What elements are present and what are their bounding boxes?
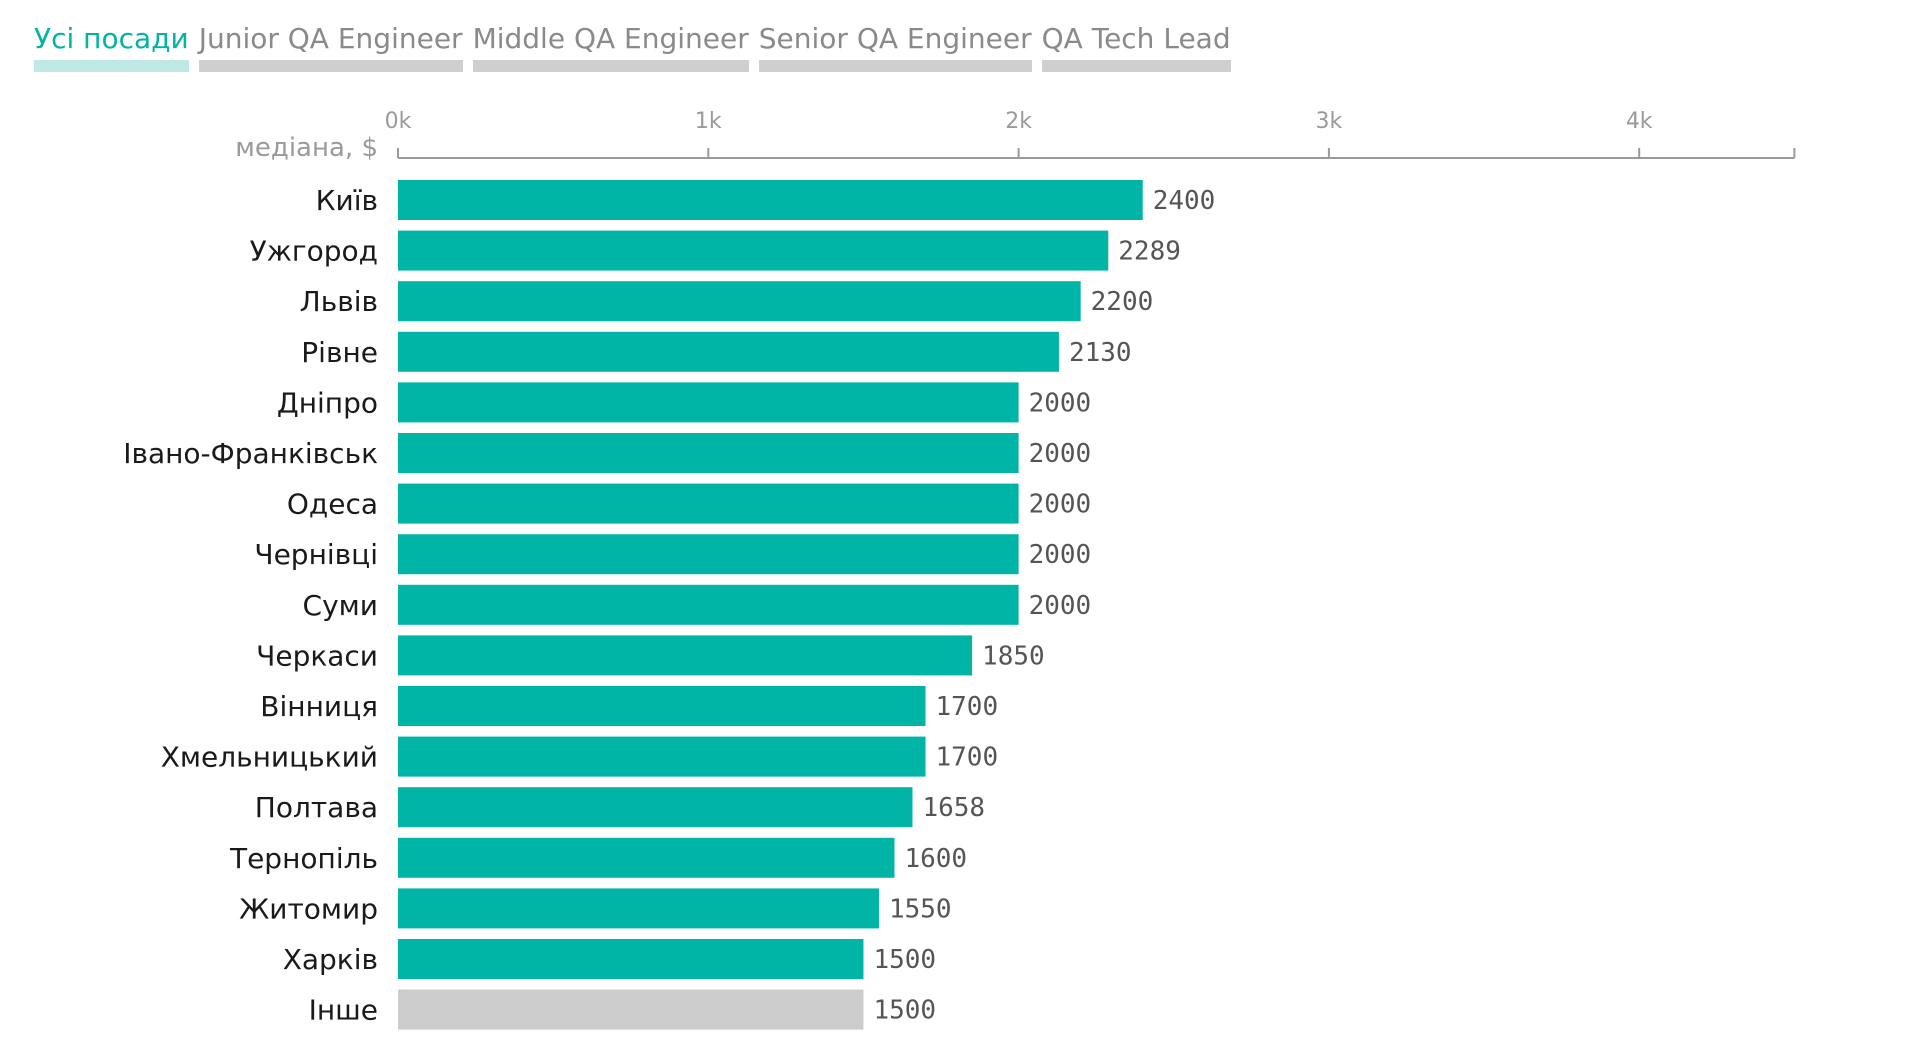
bar [398,635,973,676]
bar [398,939,864,979]
category-label: Чернівці [254,538,378,571]
category-label: Харків [283,943,378,976]
tab-qa-tech-lead[interactable]: QA Tech Lead [1041,18,1231,72]
bar [398,433,1019,473]
value-label: 2130 [1069,338,1132,368]
value-label: 2289 [1118,237,1181,267]
x-tick-label: 1k [695,109,722,134]
category-label: Київ [316,184,378,217]
value-label: 2000 [1029,388,1092,418]
value-label: 1500 [873,945,936,975]
value-label: 1658 [922,793,985,823]
tab-senior-qa[interactable]: Senior QA Engineer [758,18,1032,72]
bar [398,534,1019,575]
bar [398,888,879,929]
x-tick-label: 2k [1005,109,1032,134]
category-label: Полтава [255,791,378,824]
category-label: Тернопіль [229,842,378,875]
category-label: Черкаси [256,639,378,672]
value-label: 1600 [904,844,967,874]
value-label: 2200 [1091,287,1154,317]
x-tick-label: 0k [385,109,412,134]
bar [398,483,1019,524]
value-label: 2400 [1153,186,1216,216]
tab-junior-qa[interactable]: Junior QA Engineer [198,18,463,72]
category-label: Івано-Франківськ [123,437,378,470]
x-axis-title: медіана, $ [235,133,378,163]
bar [398,180,1143,220]
value-label: 2000 [1029,591,1092,621]
bar [398,584,1019,625]
category-label: Рівне [301,336,378,369]
value-label: 1700 [936,743,999,773]
category-label: Житомир [239,892,378,925]
category-label: Львів [300,285,378,318]
x-tick-label: 3k [1316,109,1343,134]
category-label: Суми [303,589,378,622]
bar [398,787,913,828]
bar [398,331,1059,372]
value-label: 1500 [873,996,936,1026]
category-label: Інше [309,994,378,1027]
category-label: Дніпро [277,386,378,419]
value-label: 1550 [889,894,952,924]
position-tabs: Усі посади Junior QA Engineer Middle QA … [34,18,1231,72]
tab-all-positions[interactable]: Усі посади [34,18,189,72]
value-label: 2000 [1029,490,1092,520]
x-tick-label: 4k [1626,109,1653,134]
bar [398,989,864,1030]
bar [398,230,1109,271]
tab-middle-qa[interactable]: Middle QA Engineer [472,18,749,72]
bar [398,837,895,878]
value-label: 1850 [982,641,1045,671]
category-label: Вінниця [260,690,378,723]
category-label: Ужгород [250,235,378,268]
category-label: Одеса [287,488,378,521]
bar [398,736,926,777]
bar [398,281,1081,322]
bar [398,382,1019,423]
bar [398,686,926,726]
value-label: 2000 [1029,540,1092,570]
value-label: 2000 [1029,439,1092,469]
category-label: Хмельницький [161,741,378,774]
value-label: 1700 [936,692,999,722]
